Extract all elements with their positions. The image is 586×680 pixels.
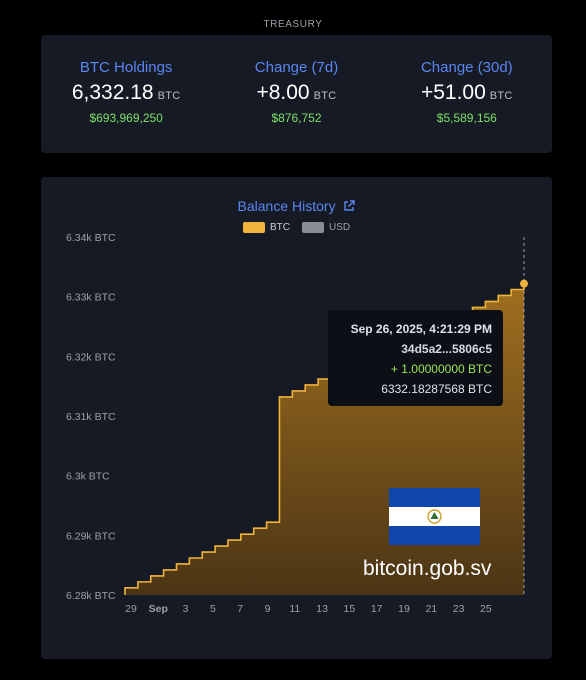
y-tick-label: 6.31k BTC (66, 411, 116, 423)
hover-point (520, 279, 528, 288)
x-tick-label: 5 (210, 603, 216, 615)
external-link-icon[interactable] (343, 199, 356, 215)
legend-item-usd[interactable]: USD (301, 222, 351, 233)
stat-unit: BTC (489, 90, 513, 102)
stat-value: +8.00 (256, 81, 310, 104)
x-tick-label: 29 (125, 603, 137, 615)
watermark-text: bitcoin.gob.sv (363, 557, 492, 580)
stat-usd-value: $693,969,250 (89, 111, 163, 125)
chart-tooltip: Sep 26, 2025, 4:21:29 PM 34d5a2...5806c5… (328, 310, 503, 406)
x-tick-label: 11 (289, 603, 300, 615)
y-tick-label: 6.3k BTC (66, 471, 110, 483)
treasury-stats-card: BTC Holdings 6,332.18 BTC $693,969,250 Ch… (41, 35, 552, 153)
balance-history-card: Balance History BTC USD 6.28k BTC 6.29k B… (41, 177, 552, 659)
stat-label: Change (7d) (254, 59, 339, 76)
y-tick-label: 6.34k BTC (66, 232, 116, 244)
x-axis: 29 Sep 3 5 7 9 11 13 15 17 19 21 23 25 (125, 603, 492, 615)
stat-change-30d: Change (30d) +51.00 BTC $5,589,156 (382, 35, 552, 153)
section-title: TREASURY (263, 19, 323, 30)
chart-title-link[interactable]: Balance History (41, 198, 552, 215)
tooltip-delta: + 1.00000000 BTC (390, 362, 492, 376)
x-tick-label: 19 (398, 603, 410, 615)
coat-of-arms-icon (427, 509, 442, 524)
stat-value: +51.00 (420, 81, 486, 104)
stat-label: BTC Holdings (79, 59, 173, 76)
x-tick-label: 23 (453, 603, 465, 615)
chart-title: Balance History (237, 198, 336, 214)
y-axis: 6.28k BTC 6.29k BTC 6.3k BTC 6.31k BTC 6.32k… (66, 232, 116, 602)
x-tick-label: Sep (149, 603, 168, 615)
legend-swatch-btc (242, 222, 265, 233)
chart-legend: BTC USD (41, 222, 552, 233)
stat-change-7d: Change (7d) +8.00 BTC $876,752 (211, 35, 381, 153)
stat-label: Change (30d) (420, 59, 513, 76)
stat-unit: BTC (313, 90, 337, 102)
stat-usd-value: $5,589,156 (436, 111, 497, 125)
x-tick-label: 25 (480, 603, 492, 615)
x-tick-label: 15 (344, 603, 356, 615)
x-tick-label: 9 (265, 603, 271, 615)
stat-usd-value: $876,752 (271, 111, 322, 125)
y-tick-label: 6.29k BTC (66, 530, 116, 542)
stat-unit: BTC (157, 90, 181, 102)
y-tick-label: 6.32k BTC (66, 351, 116, 363)
stat-value: 6,332.18 (71, 81, 154, 104)
x-tick-label: 17 (371, 603, 383, 615)
legend-swatch-usd (301, 222, 324, 233)
x-tick-label: 13 (316, 603, 328, 615)
y-tick-label: 6.28k BTC (66, 590, 116, 602)
stat-btc-holdings: BTC Holdings 6,332.18 BTC $693,969,250 (41, 35, 211, 153)
tooltip-date: Sep 26, 2025, 4:21:29 PM (350, 322, 492, 336)
tooltip-balance: 6332.18287568 BTC (381, 382, 492, 396)
legend-label: BTC (269, 222, 290, 233)
x-tick-label: 3 (183, 603, 189, 615)
y-tick-label: 6.33k BTC (66, 292, 116, 304)
el-salvador-flag (389, 488, 480, 545)
tooltip-tx-hash: 34d5a2...5806c5 (401, 342, 492, 356)
legend-item-btc[interactable]: BTC (242, 222, 290, 233)
balance-history-chart[interactable]: 6.28k BTC 6.29k BTC 6.3k BTC 6.31k BTC 6.32k… (41, 177, 552, 659)
x-tick-label: 7 (237, 603, 243, 615)
x-tick-label: 21 (425, 603, 437, 615)
legend-label: USD (328, 222, 351, 233)
